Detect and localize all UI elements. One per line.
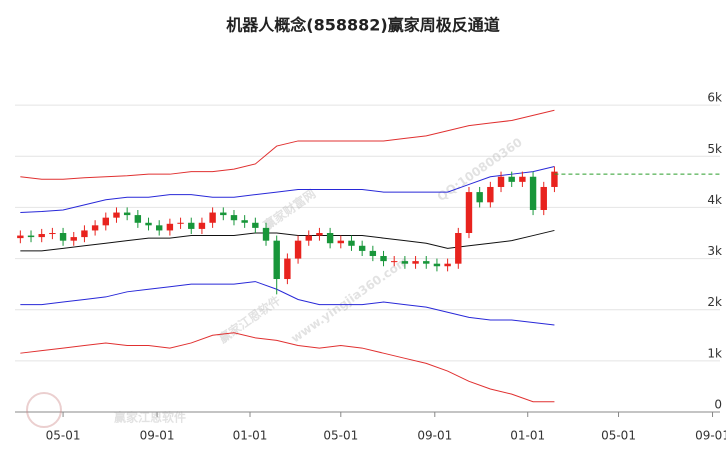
y-tick-label: 3k <box>707 244 722 258</box>
candle-body <box>529 176 537 210</box>
candle-body <box>326 233 334 244</box>
candle-body <box>294 240 302 259</box>
candle-body <box>177 222 184 224</box>
candle-body <box>497 176 505 187</box>
candle-body <box>38 234 45 238</box>
x-tick-label: 09-01 <box>417 429 452 443</box>
candle-body <box>59 233 67 241</box>
candle-body <box>476 192 483 203</box>
candle-body <box>423 261 430 264</box>
watermark: www.yingjia360.com <box>288 254 411 346</box>
candle-body <box>27 235 35 238</box>
candle-body <box>166 223 174 231</box>
candle-body <box>134 215 142 223</box>
y-tick-label: 2k <box>707 295 722 309</box>
candle-body <box>519 176 526 182</box>
x-tick-label: 05-01 <box>601 429 636 443</box>
candle-body <box>305 235 312 241</box>
candle-body <box>113 212 120 218</box>
channel-line <box>20 166 555 214</box>
x-tick-label: 01-01 <box>510 429 545 443</box>
candle-body <box>230 215 238 221</box>
candle-body <box>380 256 387 262</box>
candle-body <box>220 212 227 216</box>
candle-body <box>70 237 77 241</box>
watermark: 赢家江恩软件 <box>216 292 284 346</box>
candle-body <box>412 261 419 264</box>
candle-body <box>337 240 344 244</box>
candle-body <box>91 225 99 231</box>
candle-body <box>209 212 216 223</box>
x-tick-label: 05-01 <box>323 429 358 443</box>
y-tick-label: 1k <box>707 346 722 360</box>
candle-body <box>273 240 280 280</box>
y-tick-label: 6k <box>707 91 722 105</box>
candle-body <box>551 171 558 187</box>
candle-body <box>123 212 131 216</box>
y-tick-label: 4k <box>707 193 722 207</box>
candle-body <box>455 233 462 264</box>
channel-line <box>20 281 555 326</box>
candle-body <box>262 227 270 241</box>
candle-body <box>358 245 366 251</box>
y-tick-label: 0 <box>714 398 722 412</box>
channel-line <box>20 109 555 180</box>
candle-body <box>433 263 441 267</box>
candle-body <box>81 230 88 238</box>
candle-body <box>198 222 206 229</box>
candle-body <box>284 258 291 280</box>
candle-body <box>17 235 24 239</box>
candle-body <box>156 225 163 231</box>
x-tick-label: 01-01 <box>233 429 268 443</box>
chart-title: 机器人概念(858882)赢家周极反通道 <box>226 16 499 35</box>
x-tick-label: 09-01 <box>695 429 726 443</box>
watermark: 赢家江恩软件 <box>114 410 186 425</box>
candle-body <box>369 250 377 257</box>
channel-line <box>20 332 555 403</box>
candle-body <box>348 240 355 246</box>
candle-body <box>401 261 409 264</box>
candle-body <box>508 176 515 182</box>
candle-body <box>316 233 323 236</box>
x-tick-label: 09-01 <box>140 429 175 443</box>
candle-body <box>49 233 56 235</box>
y-tick-label: 5k <box>707 142 722 156</box>
candle-body <box>145 222 152 226</box>
channel-line <box>20 229 555 252</box>
candle-body <box>391 261 398 263</box>
candle-body <box>241 220 248 223</box>
x-tick-label: 05-01 <box>46 429 81 443</box>
candle-body <box>465 192 473 233</box>
candle-body <box>188 222 195 229</box>
candle-body <box>252 222 259 228</box>
logo <box>26 392 62 428</box>
candle-body <box>540 186 547 210</box>
candle-body <box>444 263 451 267</box>
candle-body <box>487 186 494 203</box>
candle-body <box>102 217 109 226</box>
